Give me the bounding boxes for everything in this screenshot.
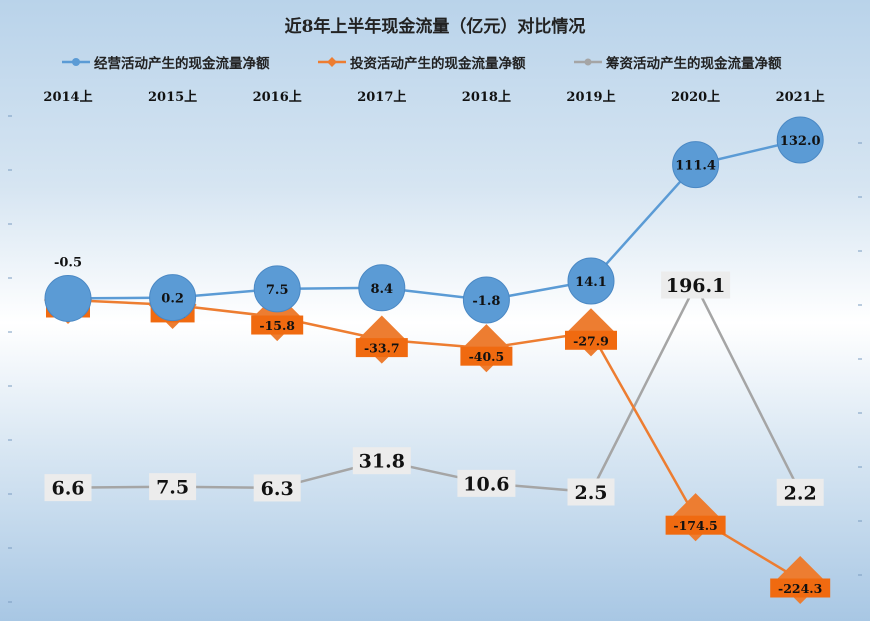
investing-label-box xyxy=(251,315,304,335)
category-label: 2016上 xyxy=(253,90,302,105)
legend-item-operating: 经营活动产生的现金流量净额 xyxy=(62,52,270,72)
financing-data-label: 7.5 xyxy=(156,477,189,499)
category-label: 2021上 xyxy=(776,90,825,105)
investing-label-box xyxy=(460,346,513,366)
category-label: 2014上 xyxy=(43,90,92,105)
investing-data-label: -33.7 xyxy=(364,341,400,356)
operating-point xyxy=(672,141,720,189)
operating-data-label: -0.5 xyxy=(54,255,82,270)
investing-data-label: -224.3 xyxy=(778,581,822,596)
operating-point xyxy=(567,257,615,305)
series-line-1 xyxy=(67,298,801,582)
legend-label-financing: 筹资活动产生的现金流量净额 xyxy=(606,56,782,72)
legend-marker-financing xyxy=(574,58,602,66)
operating-point xyxy=(358,264,406,312)
financing-label-box xyxy=(149,473,197,501)
operating-point xyxy=(776,116,824,164)
investing-data-label: -174.5 xyxy=(673,518,717,533)
category-label: 2017上 xyxy=(357,90,406,105)
category-label: 2019上 xyxy=(566,90,615,105)
operating-point xyxy=(462,276,510,324)
financing-data-label: 6.6 xyxy=(51,478,84,500)
chart-legend: 经营活动产生的现金流量净额 投资活动产生的现金流量净额 筹资活动产生的现金流量净… xyxy=(0,52,870,72)
legend-marker-investing xyxy=(318,57,346,67)
financing-label-box xyxy=(352,447,411,475)
operating-data-label: -1.8 xyxy=(472,294,500,309)
investing-label-box xyxy=(565,330,617,350)
investing-data-label: -40.5 xyxy=(469,349,505,364)
financing-label-box xyxy=(44,474,92,502)
operating-data-label: 132.0 xyxy=(780,134,821,149)
legend-item-investing: 投资活动产生的现金流量净额 xyxy=(318,52,526,72)
category-label: 2015上 xyxy=(148,90,197,105)
legend-marker-operating xyxy=(62,58,90,66)
investing-label-box xyxy=(770,578,831,598)
operating-data-label: 7.5 xyxy=(266,283,289,298)
category-label: 2020上 xyxy=(671,90,720,105)
financing-data-label: 10.6 xyxy=(463,473,509,495)
category-label: 2018上 xyxy=(462,90,511,105)
operating-point xyxy=(149,274,197,322)
legend-item-financing: 筹资活动产生的现金流量净额 xyxy=(574,52,782,72)
operating-data-label: 8.4 xyxy=(370,282,393,297)
financing-label-box xyxy=(776,478,824,506)
financing-data-label: 31.8 xyxy=(359,451,405,473)
legend-label-investing: 投资活动产生的现金流量净额 xyxy=(350,56,526,72)
investing-data-label: -27.9 xyxy=(573,333,609,348)
operating-point xyxy=(44,274,92,322)
investing-data-label: -15.8 xyxy=(259,318,295,333)
financing-label-box xyxy=(457,469,516,497)
operating-data-label: 111.4 xyxy=(675,159,716,174)
chart-title: 近8年上半年现金流量（亿元）对比情况 xyxy=(284,17,586,37)
financing-data-label: 2.5 xyxy=(574,482,607,504)
financing-data-label: 6.3 xyxy=(261,478,294,500)
financing-label-box xyxy=(567,478,615,506)
operating-data-label: 0.2 xyxy=(161,292,184,307)
operating-point xyxy=(253,265,301,313)
financing-label-box xyxy=(253,474,301,502)
investing-label-box xyxy=(665,515,726,535)
financing-data-label: 196.1 xyxy=(666,275,726,297)
legend-label-operating: 经营活动产生的现金流量净额 xyxy=(94,56,270,72)
investing-label-box xyxy=(355,338,408,358)
financing-label-box xyxy=(661,271,731,299)
financing-data-label: 2.2 xyxy=(784,482,817,504)
operating-data-label: 14.1 xyxy=(575,275,607,290)
